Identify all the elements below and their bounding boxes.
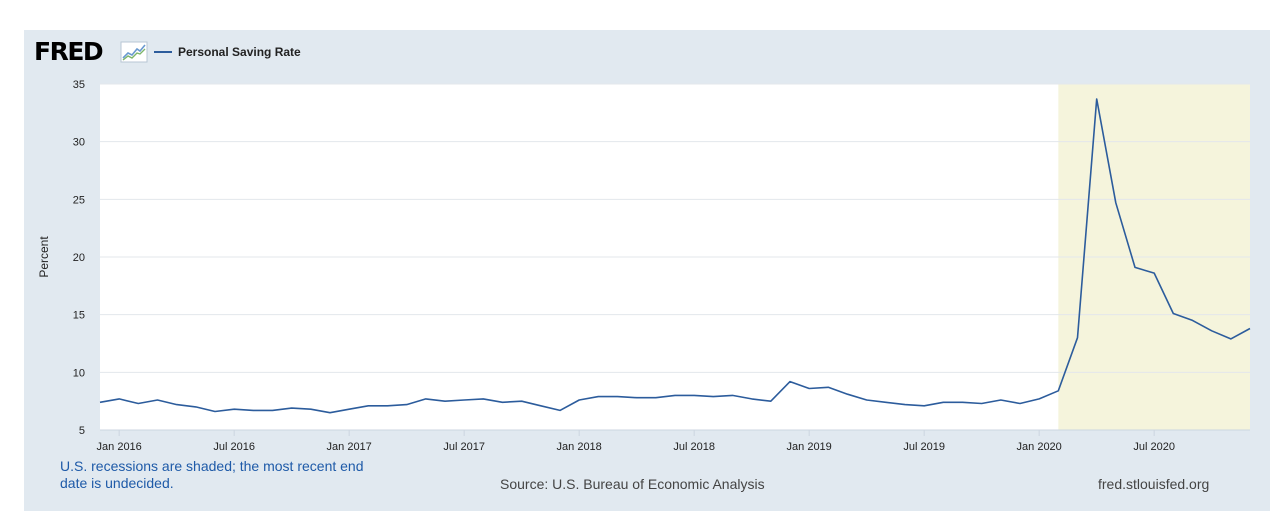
y-tick-label: 5 [79, 425, 85, 437]
data-point [673, 393, 678, 398]
data-point [692, 393, 697, 398]
fred-site-link[interactable]: fred.stlouisfed.org [1098, 476, 1210, 492]
data-point [500, 400, 505, 405]
data-point [1248, 326, 1253, 331]
data-point [1113, 200, 1118, 205]
data-point [883, 400, 888, 405]
data-point [308, 407, 313, 412]
data-point [289, 406, 294, 411]
y-tick-label: 30 [73, 137, 85, 149]
data-point [1190, 318, 1195, 323]
y-tick-label: 15 [73, 310, 85, 322]
data-point [404, 402, 409, 407]
data-point [519, 399, 524, 404]
data-point [730, 393, 735, 398]
data-point [538, 403, 543, 408]
data-point [960, 400, 965, 405]
data-point [788, 379, 793, 384]
data-point [903, 402, 908, 407]
data-point [366, 403, 371, 408]
data-point [749, 396, 754, 401]
y-tick-label: 35 [73, 79, 85, 91]
data-point [1094, 96, 1099, 101]
data-point [193, 404, 198, 409]
x-tick-label: Jul 2020 [1133, 441, 1175, 453]
recession-note: U.S. recessions are shaded; the most rec… [60, 458, 364, 491]
data-point [998, 398, 1003, 403]
data-point [1037, 396, 1042, 401]
x-tick-label: Jan 2017 [327, 441, 372, 453]
data-point [443, 399, 448, 404]
y-tick-label: 20 [73, 252, 85, 264]
data-point [270, 408, 275, 413]
data-point [1228, 336, 1233, 341]
data-point [864, 398, 869, 403]
data-point [423, 396, 428, 401]
y-axis-title: Percent [37, 236, 51, 278]
data-point [941, 400, 946, 405]
data-point [768, 399, 773, 404]
data-point [1056, 388, 1061, 393]
x-tick-label: Jan 2020 [1017, 441, 1062, 453]
legend-line-swatch [154, 51, 172, 53]
data-point [98, 400, 103, 405]
data-point [653, 395, 658, 400]
x-tick-label: Jan 2019 [787, 441, 832, 453]
data-point [634, 395, 639, 400]
data-point [1152, 271, 1157, 276]
fred-logo: FRED [34, 37, 104, 66]
data-point [845, 392, 850, 397]
data-point [155, 398, 160, 403]
data-point [577, 398, 582, 403]
data-point [711, 394, 716, 399]
data-point [385, 403, 390, 408]
chart-legend: Personal Saving Rate [154, 44, 301, 60]
legend-series-label: Personal Saving Rate [178, 45, 301, 59]
data-point [462, 398, 467, 403]
data-point [213, 409, 218, 414]
data-point [826, 385, 831, 390]
x-tick-label: Jul 2019 [903, 441, 945, 453]
source-credit: Source: U.S. Bureau of Economic Analysis [500, 476, 765, 492]
x-tick-label: Jan 2018 [557, 441, 602, 453]
y-tick-label: 25 [73, 194, 85, 206]
x-tick-label: Jul 2018 [673, 441, 715, 453]
data-point [922, 403, 927, 408]
data-point [328, 410, 333, 415]
x-tick-label: Jul 2016 [213, 441, 255, 453]
data-point [1075, 335, 1080, 340]
x-tick-label: Jan 2016 [97, 441, 142, 453]
data-point [979, 401, 984, 406]
data-point [596, 394, 601, 399]
x-tick-label: Jul 2017 [443, 441, 485, 453]
data-point [558, 408, 563, 413]
data-point [807, 386, 812, 391]
data-point [1171, 311, 1176, 316]
data-point [136, 401, 141, 406]
data-point [117, 396, 122, 401]
data-point [174, 402, 179, 407]
data-point [615, 394, 620, 399]
data-point [1209, 328, 1214, 333]
data-point [251, 408, 256, 413]
fred-line-graph-icon [120, 41, 148, 63]
data-point [347, 407, 352, 412]
data-point [1018, 401, 1023, 406]
series-line-personal-saving-rate [99, 98, 1251, 414]
y-tick-label: 10 [73, 367, 85, 379]
data-point [1133, 265, 1138, 270]
data-point [232, 407, 237, 412]
data-point [481, 396, 486, 401]
